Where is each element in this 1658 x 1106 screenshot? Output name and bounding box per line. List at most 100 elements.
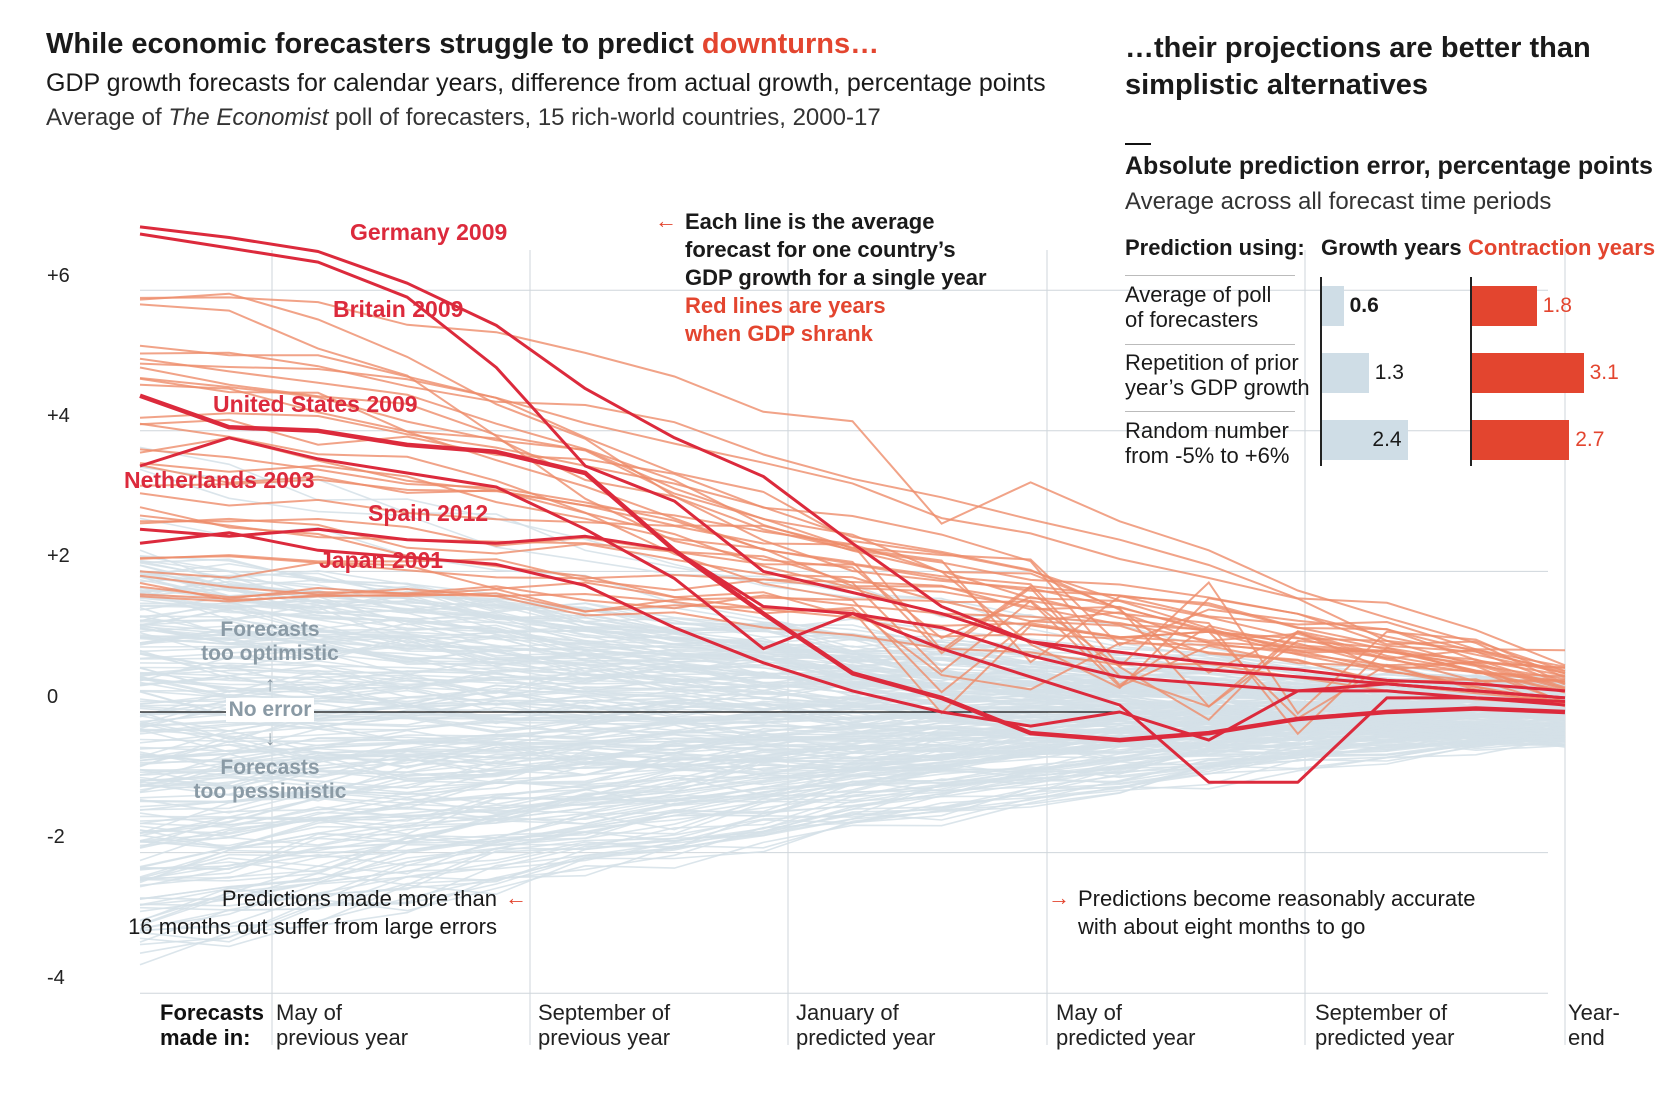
- contraction-value: 1.8: [1542, 294, 1572, 317]
- contraction-year-line: [139, 585, 1566, 668]
- title-main: While economic forecasters struggle to p…: [46, 28, 702, 60]
- y-tick-label: -4: [47, 967, 65, 989]
- highlighted-lines: [139, 225, 1566, 784]
- y-tick-label: +4: [47, 405, 70, 427]
- label-germany-2009: Germany 2009: [350, 219, 508, 245]
- row-separator: [1125, 344, 1295, 345]
- contraction-year-line: [139, 554, 1566, 682]
- x-tick-label: May of previous year: [276, 1000, 409, 1050]
- arrow-left-icon: ←: [655, 208, 677, 233]
- growth-year-lines: [139, 446, 1566, 966]
- contraction-bar: [1472, 353, 1584, 393]
- too-pessimistic-note: Forecasts too pessimistic: [190, 756, 350, 804]
- growth-year-line: [139, 665, 1566, 694]
- source-post: poll of forecasters, 15 rich-world count…: [328, 104, 881, 131]
- chart-subtitle: GDP growth forecasts for calendar years,…: [46, 69, 1046, 97]
- arrow-right-icon: →: [1048, 885, 1070, 910]
- col-prediction: Prediction using:: [1125, 235, 1305, 260]
- growth-year-line: [139, 669, 1566, 739]
- label-spain-2012: Spain 2012: [368, 500, 489, 526]
- no-error-label: No error: [226, 698, 314, 722]
- arrow-left-icon: ←: [505, 885, 527, 910]
- label-netherlands-2003: Netherlands 2003: [124, 467, 315, 493]
- x-tick-label: Year- end: [1568, 1000, 1620, 1050]
- down-arrow-icon: ↓: [264, 727, 276, 750]
- each-line-note-3: GDP growth for a single year: [685, 265, 987, 290]
- accurate-note: Predictions become reasonably accurate w…: [1078, 886, 1476, 939]
- growth-year-line: [139, 682, 1566, 847]
- growth-year-line: [139, 738, 1566, 900]
- growth-bar: [1322, 420, 1409, 460]
- label-britain-2009: Britain 2009: [333, 296, 464, 322]
- contraction-year-line: [139, 377, 1566, 687]
- growth-year-line: [139, 683, 1566, 718]
- growth-bar-axis: [1320, 277, 1322, 466]
- contraction-year-line: [139, 366, 1566, 673]
- chart-title: While economic forecasters struggle to p…: [46, 28, 879, 61]
- growth-value: 2.4: [1372, 428, 1402, 451]
- growth-bar: [1322, 286, 1344, 326]
- col-growth: Growth years: [1321, 235, 1462, 260]
- y-tick-label: -2: [47, 826, 65, 848]
- growth-year-line: [139, 650, 1566, 699]
- contraction-year-line: [139, 362, 1566, 680]
- y-tick-label: 0: [47, 686, 59, 708]
- growth-value: 0.6: [1349, 294, 1379, 317]
- up-arrow-icon: ↑: [264, 673, 276, 696]
- early-errors-note: Predictions made more than 16 months out…: [128, 886, 497, 939]
- label-united-states-2009: United States 2009: [213, 391, 418, 417]
- growth-year-line: [139, 683, 1566, 954]
- growth-year-line: [139, 588, 1566, 722]
- each-line-note-2: forecast for one country’s: [685, 237, 956, 262]
- col-contraction: Contraction years: [1468, 235, 1656, 260]
- growth-bar: [1322, 353, 1369, 393]
- highlighted-line: [139, 225, 1566, 693]
- contraction-year-line: [139, 462, 1566, 736]
- label-japan-2001: Japan 2001: [319, 547, 444, 573]
- divider-rule: [1125, 143, 1151, 145]
- growth-year-line: [139, 736, 1566, 946]
- y-tick-label: +6: [47, 265, 70, 287]
- contraction-bar-axis: [1470, 277, 1472, 466]
- too-optimistic-note: Forecasts too optimistic: [195, 618, 345, 666]
- contraction-year-line: [139, 582, 1566, 720]
- title-highlight: downturns…: [701, 28, 880, 60]
- contraction-value: 2.7: [1575, 428, 1605, 451]
- y-tick-label: +2: [47, 545, 70, 567]
- growth-year-line: [139, 703, 1566, 842]
- right-title-line2: simplistic alternatives: [1125, 69, 1429, 101]
- each-line-note: Each line is the average forecast for on…: [685, 208, 987, 348]
- right-title-line1: …their projections are better than: [1125, 32, 1591, 64]
- x-axis-header: Forecasts made in:: [160, 1000, 264, 1050]
- contraction-year-line: [139, 422, 1566, 708]
- table-subtitle: Average across all forecast time periods: [1125, 188, 1552, 215]
- growth-year-line: [139, 733, 1566, 789]
- x-tick-label: September of predicted year: [1315, 1000, 1455, 1050]
- each-line-note-1: Each line is the average: [685, 209, 935, 234]
- red-lines-note-2: when GDP shrank: [685, 321, 873, 346]
- growth-year-line: [139, 714, 1566, 887]
- row-separator: [1125, 275, 1295, 276]
- contraction-year-line: [139, 303, 1566, 689]
- contraction-year-line: [139, 292, 1566, 672]
- growth-year-line: [139, 730, 1566, 784]
- contraction-year-line: [139, 383, 1566, 694]
- contraction-year-lines: [139, 292, 1566, 736]
- chart-source: Average of The Economist poll of forecas…: [46, 104, 881, 132]
- table-title: Absolute prediction error, percentage po…: [1125, 152, 1653, 180]
- source-pre: Average of: [46, 104, 169, 131]
- x-tick-label: May of predicted year: [1056, 1000, 1196, 1050]
- row-label-poll: Average of poll of forecasters: [1125, 282, 1272, 332]
- highlighted-line: [139, 393, 1566, 743]
- too-pessimistic-text: Forecasts too pessimistic: [193, 756, 347, 803]
- row-separator: [1125, 411, 1295, 412]
- highlighted-line: [139, 531, 1566, 742]
- contraction-year-line: [139, 377, 1566, 708]
- contraction-bar: [1472, 420, 1570, 460]
- too-optimistic-text: Forecasts too optimistic: [201, 618, 339, 665]
- source-italic: The Economist: [168, 104, 329, 131]
- red-lines-note-1: Red lines are years: [685, 293, 886, 318]
- growth-value: 1.3: [1374, 361, 1404, 384]
- growth-year-line: [139, 730, 1566, 901]
- growth-year-line: [139, 625, 1566, 738]
